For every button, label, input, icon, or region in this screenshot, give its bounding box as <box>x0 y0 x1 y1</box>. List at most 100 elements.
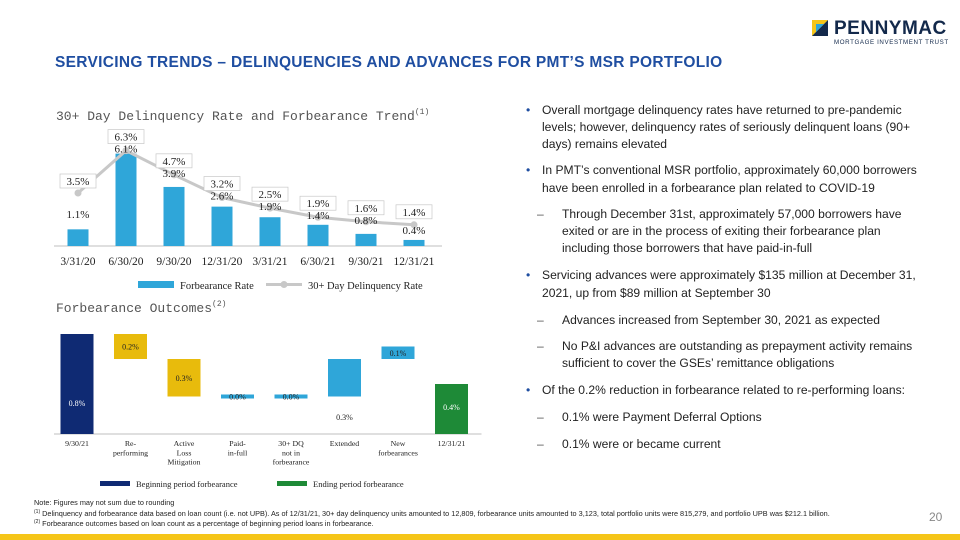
legend-forbearance-label: Forbearance Rate <box>180 281 254 292</box>
legend-ending-swatch <box>277 481 307 486</box>
legend-ending-label: Ending period forbearance <box>313 479 404 489</box>
sub-bullet: – 0.1% were Payment Deferral Options <box>526 409 921 426</box>
pennymac-logo-icon <box>812 20 828 36</box>
trend-chart-title: 30+ Day Delinquency Rate and Forbearance… <box>56 108 429 124</box>
sub-bullet-marker: – <box>537 339 544 353</box>
footnote-1-text: Delinquency and forbearance data based o… <box>42 508 830 518</box>
bullet: • Of the 0.2% reduction in forbearance re… <box>526 381 921 399</box>
forbearance-rate-label: 3.9% <box>163 168 186 180</box>
bullet-text: In PMT’s conventional MSR portfolio, app… <box>542 163 917 195</box>
outcome-value-label: 0.1% <box>390 349 407 358</box>
outcomes-chart: 0.8% 9/30/21 0.2% Re-performing 0.3% Active Lo… <box>54 334 482 489</box>
sub-bullet-marker: – <box>537 313 544 327</box>
delinquency-rate-label: 3.2% <box>211 179 234 191</box>
forbearance-rate-label: 0.8% <box>355 215 378 227</box>
logo-name: PENNYMAC <box>834 18 947 39</box>
delinquency-rate-point <box>74 189 82 197</box>
footnote-2-text: Forbearance outcomes based on loan count… <box>42 519 374 529</box>
bullet: • In PMT’s conventional MSR portfolio, ap… <box>526 161 921 197</box>
bullet-marker: • <box>526 383 531 397</box>
slide-title: SERVICING TRENDS – DELINQUENCIES AND ADV… <box>55 54 723 71</box>
bottom-accent-bar <box>0 534 960 540</box>
footnote-1: (1) Delinquency and forbearance data bas… <box>34 508 830 519</box>
outcome-x-tick-label: New forbearances <box>378 439 418 457</box>
bullet-marker: • <box>526 163 531 177</box>
footnote-2: (2) Forbearance outcomes based on loan c… <box>34 518 830 529</box>
delinquency-rate-line <box>77 148 415 227</box>
trend-x-tick-label: 6/30/20 <box>108 256 143 268</box>
increase-bar <box>381 346 415 359</box>
delinquency-rate-label: 2.5% <box>259 189 282 201</box>
delinquency-label-box <box>251 186 289 202</box>
forbearance-bar <box>67 229 89 246</box>
sub-bullet: – Advances increased from September 30, 2… <box>526 312 921 329</box>
delinquency-rate-point <box>170 171 178 179</box>
logo-tagline: MORTGAGE INVESTMENT TRUST <box>834 39 949 46</box>
outcome-value-label: 0.8% <box>69 399 86 408</box>
delinquency-rate-label: 3.5% <box>67 176 90 188</box>
delinquency-rate-label: 4.7% <box>163 156 186 168</box>
trend-x-tick-label: 9/30/20 <box>156 256 191 268</box>
page-number: 20 <box>929 510 943 524</box>
outcome-x-tick-label: Paid-in-full <box>228 439 248 457</box>
outcome-x-tick-label: 9/30/21 <box>65 439 89 448</box>
outcome-value-label: 0.3% <box>336 413 353 422</box>
outcome-value-label: 0.4% <box>443 403 460 412</box>
outcomes-chart-title: Forbearance Outcomes(2) <box>56 300 226 316</box>
legend-beginning-label: Beginning period forbearance <box>136 479 238 489</box>
bullet-text: 0.1% were Payment Deferral Options <box>562 410 762 424</box>
bullet-marker: • <box>526 268 531 282</box>
forbearance-rate-label: 6.1% <box>115 144 138 156</box>
forbearance-bar <box>259 217 281 246</box>
ending-forbearance-bar <box>435 384 468 434</box>
forbearance-rate-label: 0.4% <box>403 225 426 237</box>
delinquency-rate-point <box>314 213 322 221</box>
delinquency-label-box <box>107 129 145 144</box>
delinquency-rate-label: 6.3% <box>115 132 138 144</box>
decrease-bar <box>114 334 147 359</box>
trend-x-tick-label: 9/30/21 <box>348 256 383 268</box>
pennymac-logo: PENNYMAC MORTGAGE INVESTMENT TRUST <box>812 18 952 48</box>
bullet-text: 0.1% were or became current <box>562 437 721 451</box>
outcome-value-label: 0.3% <box>176 374 193 383</box>
trend-chart-title-text: 30+ Day Delinquency Rate and Forbearance… <box>56 109 415 124</box>
trend-x-tick-label: 12/31/21 <box>394 256 435 268</box>
outcome-x-tick-label: Re-performing <box>113 439 148 457</box>
bullet-text: No P&I advances are outstanding as prepa… <box>562 339 913 370</box>
outcome-value-label: 0.0% <box>229 393 246 402</box>
outcome-x-tick-label: Active Loss Mitigation <box>168 439 201 467</box>
delinquency-rate-label: 1.6% <box>355 203 378 215</box>
delinquency-rate-point <box>266 204 274 212</box>
bullet-text: Through December 31st, approximately 57,… <box>562 207 902 255</box>
outcome-x-tick-label: Extended <box>330 439 360 448</box>
bullet: • Overall mortgage delinquency rates have… <box>526 102 921 153</box>
trend-x-tick-label: 6/30/21 <box>300 256 335 268</box>
delinquency-rate-point <box>410 221 418 229</box>
forbearance-bar <box>163 186 185 246</box>
delinquency-label-box <box>155 153 193 169</box>
delinquency-rate-point <box>362 218 370 226</box>
legend-forbearance-swatch <box>138 281 174 288</box>
outcomes-chart-title-text: Forbearance Outcomes <box>56 301 213 316</box>
trend-chart: 3/31/20 6/30/20 9/30/20 12/31/20 3/31/21 6/30… <box>54 129 442 292</box>
beginning-forbearance-bar <box>60 334 94 434</box>
trend-x-tick-label: 12/31/20 <box>202 256 243 268</box>
trend-chart-title-note: (1) <box>414 108 430 117</box>
sub-bullet-marker: – <box>537 410 544 424</box>
increase-bar <box>328 359 361 397</box>
bullet-text: Servicing advances were approximately $1… <box>542 268 916 300</box>
outcome-x-tick-label: 30+ DQ not in forbearance <box>273 439 310 467</box>
legend-delinquency-marker <box>280 281 288 288</box>
bullet-list: • Overall mortgage delinquency rates have… <box>526 102 921 453</box>
forbearance-rate-label: 1.4% <box>307 210 330 222</box>
footnote-1-mark: (1) <box>34 508 41 515</box>
delinquency-label-box <box>203 176 241 191</box>
delinquency-label-box <box>347 200 385 216</box>
sub-bullet: – No P&I advances are outstanding as prep… <box>526 338 921 372</box>
delinquency-rate-point <box>122 147 130 155</box>
delinquency-rate-label: 1.4% <box>403 207 426 219</box>
delinquency-rate-point <box>218 194 226 202</box>
outcome-value-label: 0.2% <box>122 343 139 352</box>
footnote-note: Note: Figures may not sum due to roundin… <box>34 498 175 507</box>
delinquency-label-box <box>395 204 433 220</box>
